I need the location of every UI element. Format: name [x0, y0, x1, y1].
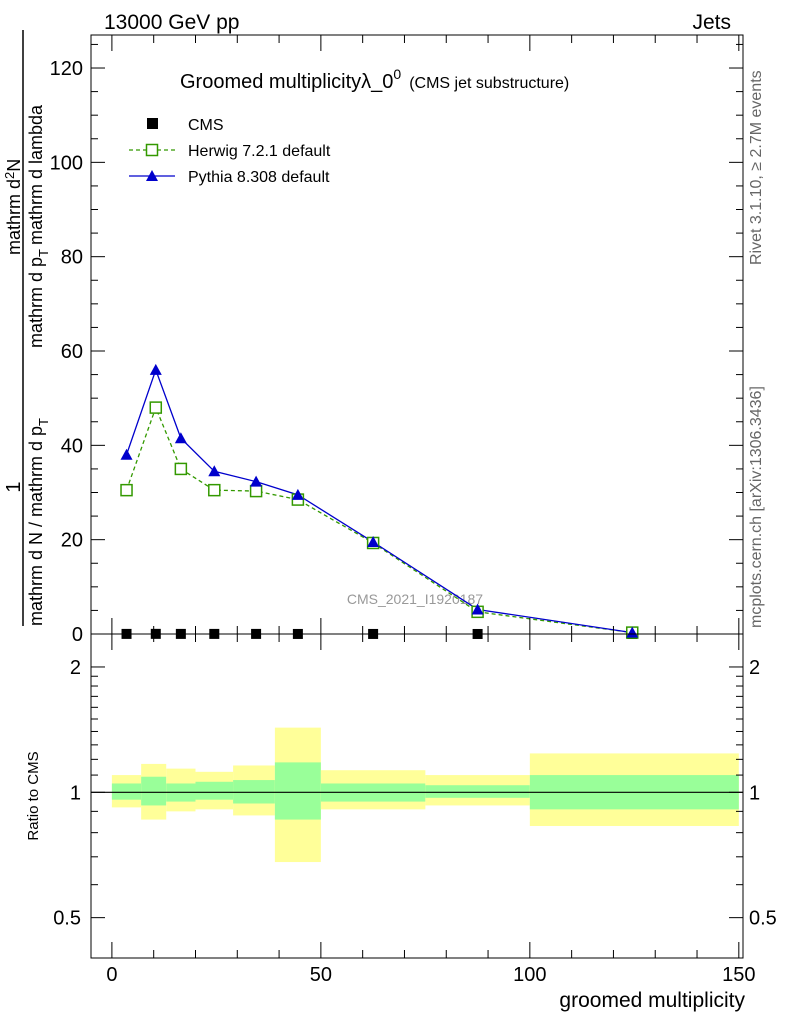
y-label-num-sup: 2	[2, 172, 17, 179]
ratio-plot: 0.5 0.5 1 1 2 2 0 50 100 150 Ratio to CMS groome…	[25, 633, 777, 1012]
main-y-tick-label: 60	[61, 341, 83, 363]
legend-pythia-marker	[146, 170, 158, 181]
ratio-y-tick-label-right: 1	[749, 782, 760, 804]
legend-item-cms: CMS	[147, 117, 224, 134]
y-label-den2-main: mathrm d p	[26, 257, 46, 348]
mcplots-label: mcplots.cern.ch [arXiv:1306.3436]	[748, 386, 765, 628]
pythia-data-point	[471, 603, 484, 615]
ratio-y-tick-label-left: 1	[70, 782, 81, 804]
legend-cms-marker	[147, 118, 158, 129]
y-label-den2-sub: T	[36, 249, 51, 257]
herwig-data-point	[120, 483, 133, 497]
ratio-stat-uncertainty-band	[425, 785, 530, 798]
y-label-den-main: mathrm d N / mathrm d p	[26, 426, 46, 626]
ratio-y-axis-label: Ratio to CMS	[25, 751, 42, 840]
pythia-data-point	[174, 432, 187, 444]
herwig-data-point	[174, 462, 188, 476]
y-label-main-den: mathrm d pTmathrm d lambda	[26, 104, 51, 348]
legend-item-herwig: Herwig 7.2.1 default	[129, 143, 331, 160]
ratio-x-tick-label: 100	[513, 964, 546, 986]
plot-title: Groomed multiplicityλ_00 (CMS jet substru…	[180, 66, 569, 93]
ratio-stat-uncertainty-band	[274, 762, 321, 820]
main-y-tick-label: 40	[61, 435, 83, 457]
pythia-data-point	[208, 465, 221, 477]
ratio-x-tick-label: 50	[310, 964, 332, 986]
watermark: CMS_2021_I1920187	[347, 591, 483, 607]
y-label-fraction-num: 1	[3, 481, 25, 492]
ratio-y-tick-label-right: 2	[749, 657, 760, 679]
legend-pythia-label: Pythia 8.308 default	[188, 169, 330, 186]
y-label-den2-tail: mathrm d lambda	[26, 104, 46, 245]
ratio-y-tick-label-right: 0.5	[749, 908, 777, 930]
plot-title-main: Groomed multiplicityλ_0	[180, 71, 393, 93]
header-energy-label: 13000 GeV pp	[104, 11, 239, 34]
ratio-y-tick-labels: 0.5 0.5 1 1 2 2	[53, 657, 777, 930]
legend: CMS Herwig 7.2.1 default Pythia 8.308 de…	[129, 117, 331, 186]
header-process-label: Jets	[692, 11, 731, 34]
pythia-data-point	[291, 488, 304, 500]
ratio-plot-frame	[90, 633, 744, 959]
series-line-herwig	[125, 405, 633, 634]
y-label-main-num: mathrm d2N	[2, 159, 24, 255]
pythia-data-point	[250, 475, 263, 487]
legend-item-pythia: Pythia 8.308 default	[129, 169, 330, 186]
main-y-tick-label: 80	[61, 247, 83, 269]
y-label-den-sub: T	[36, 418, 51, 426]
main-y-tick-labels: 0 20 40 60 80 100 120	[50, 58, 83, 646]
pythia-data-point	[120, 448, 133, 460]
ratio-y-tick-label-left: 0.5	[53, 908, 81, 930]
ratio-stat-uncertainty-band	[195, 781, 234, 800]
y-label-num-n: N	[4, 159, 24, 172]
legend-cms-label: CMS	[188, 117, 224, 134]
main-y-tick-label: 120	[50, 58, 83, 80]
main-y-axis-label: 1 mathrm d N / mathrm d pT mathrm d2N ma…	[2, 30, 51, 626]
ratio-axis-ticks	[91, 634, 743, 958]
plot-title-sup: 0	[393, 66, 401, 82]
ratio-x-tick-labels: 0 50 100 150	[106, 964, 755, 986]
main-y-tick-label: 20	[61, 530, 83, 552]
rivet-label: Rivet 3.1.10, ≥ 2.7M events	[748, 70, 765, 265]
main-y-tick-label: 0	[72, 624, 83, 646]
ratio-bands	[111, 727, 739, 863]
ratio-y-tick-label-left: 2	[70, 657, 81, 679]
legend-herwig-label: Herwig 7.2.1 default	[188, 143, 331, 160]
herwig-data-point	[149, 401, 163, 414]
pythia-data-point	[149, 363, 162, 375]
y-label-num-d: mathrm d	[4, 179, 24, 255]
plot-title-suffix: (CMS jet substructure)	[409, 75, 569, 92]
ratio-x-tick-label: 150	[722, 964, 755, 986]
herwig-data-point	[249, 484, 263, 498]
ratio-stat-uncertainty-band	[111, 783, 142, 800]
main-axis-ticks	[91, 35, 743, 635]
main-y-tick-label: 100	[50, 152, 83, 174]
y-label-fraction-den: mathrm d N / mathrm d pT	[26, 418, 51, 626]
pythia-data-point	[367, 536, 380, 548]
legend-herwig-marker	[145, 143, 159, 157]
ratio-stat-uncertainty-band	[141, 776, 167, 806]
x-axis-label: groomed multiplicity	[559, 989, 745, 1012]
pythia-data-point	[626, 626, 639, 638]
ratio-x-tick-label: 0	[106, 964, 117, 986]
herwig-data-point	[208, 483, 221, 497]
